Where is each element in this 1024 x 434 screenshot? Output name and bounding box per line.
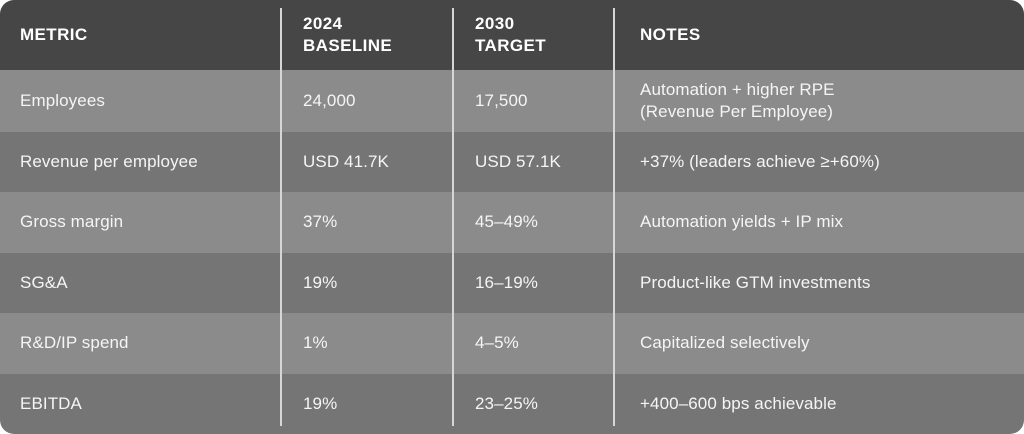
baseline-cell: 1% xyxy=(303,333,328,353)
target-cell: 16–19% xyxy=(475,272,538,292)
column-header-baseline: 2024 BASELINE xyxy=(303,14,393,55)
table-header-row: METRIC 2024 BASELINE 2030 TARGET NOTES xyxy=(0,0,1024,70)
target-cell: 4–5% xyxy=(475,333,519,353)
notes-cell: +37% (leaders achieve ≥+60%) xyxy=(640,151,880,171)
metric-cell: SG&A xyxy=(20,272,68,292)
table-row-employees: Employees 24,000 17,500 Automation + hig… xyxy=(0,70,1024,132)
column-header-metric: METRIC xyxy=(20,25,88,45)
table-row-sga: SG&A 19% 16–19% Product-like GTM investm… xyxy=(0,252,1024,314)
table-row-rd-ip-spend: R&D/IP spend 1% 4–5% Capitalized selecti… xyxy=(0,313,1024,374)
target-cell: 17,500 xyxy=(475,90,528,110)
notes-cell: +400–600 bps achievable xyxy=(640,393,837,413)
metric-cell: Revenue per employee xyxy=(20,151,198,171)
column-divider xyxy=(613,8,615,426)
baseline-cell: 24,000 xyxy=(303,90,356,110)
notes-cell: Automation yields + IP mix xyxy=(640,212,844,232)
baseline-cell: 37% xyxy=(303,212,338,232)
metric-cell: Employees xyxy=(20,90,105,110)
target-cell: 45–49% xyxy=(475,212,538,232)
notes-cell: Automation + higher RPE (Revenue Per Emp… xyxy=(640,79,835,121)
baseline-cell: 19% xyxy=(303,393,338,413)
column-divider xyxy=(280,8,282,426)
column-header-target: 2030 TARGET xyxy=(475,14,547,55)
metric-cell: R&D/IP spend xyxy=(20,333,129,353)
table-row-gross-margin: Gross margin 37% 45–49% Automation yield… xyxy=(0,192,1024,253)
table-row-revenue-per-employee: Revenue per employee USD 41.7K USD 57.1K… xyxy=(0,132,1024,193)
notes-cell: Product-like GTM investments xyxy=(640,272,871,292)
notes-cell: Capitalized selectively xyxy=(640,333,810,353)
table-row-ebitda: EBITDA 19% 23–25% +400–600 bps achievabl… xyxy=(0,373,1024,434)
column-divider xyxy=(452,8,454,426)
target-cell: 23–25% xyxy=(475,393,538,413)
baseline-cell: 19% xyxy=(303,272,338,292)
metric-cell: EBITDA xyxy=(20,393,83,413)
column-header-notes: NOTES xyxy=(640,25,701,45)
metric-cell: Gross margin xyxy=(20,212,124,232)
target-cell: USD 57.1K xyxy=(475,151,561,171)
baseline-cell: USD 41.7K xyxy=(303,151,389,171)
